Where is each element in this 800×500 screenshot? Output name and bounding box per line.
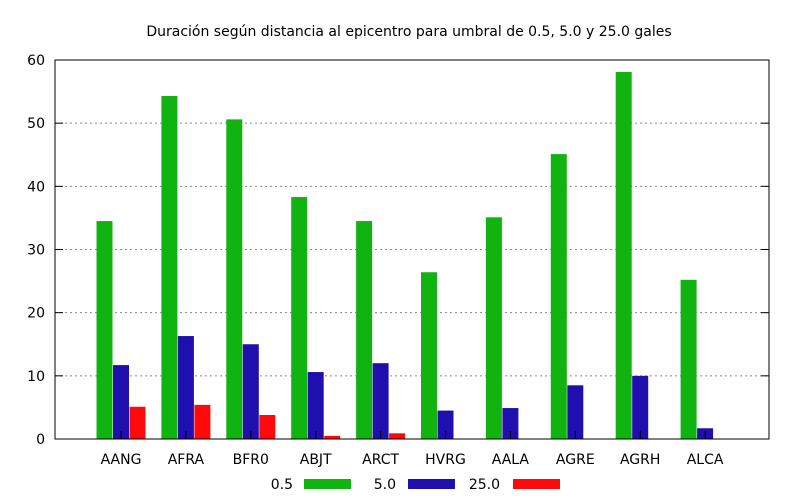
bar-bfr0-5_0 xyxy=(242,344,259,439)
x-tick-label: ABJT xyxy=(300,452,332,468)
x-tick-label: AANG xyxy=(101,452,142,468)
y-tick-label: 0 xyxy=(36,432,45,448)
y-tick-label: 40 xyxy=(27,179,45,195)
legend-label: 25.0 xyxy=(469,477,500,493)
bar-arct-25_0 xyxy=(389,433,406,439)
bar-afra-5_0 xyxy=(177,336,194,439)
bar-arct-0_5 xyxy=(356,221,373,439)
bar-aang-0_5 xyxy=(96,221,113,439)
chart-title: Duración según distancia al epicentro pa… xyxy=(146,24,671,40)
x-tick-label: AFRA xyxy=(168,452,205,468)
y-tick-label: 20 xyxy=(27,306,45,322)
bar-aala-0_5 xyxy=(485,217,502,439)
bar-bfr0-25_0 xyxy=(259,414,276,439)
bar-abjt-0_5 xyxy=(291,197,308,439)
legend-swatch xyxy=(513,479,560,489)
bar-bfr0-0_5 xyxy=(226,119,243,440)
bar-aang-25_0 xyxy=(129,406,146,439)
bar-hvrg-0_5 xyxy=(421,272,437,439)
bars xyxy=(96,72,714,440)
y-tick-label: 50 xyxy=(27,116,45,132)
bar-arct-5_0 xyxy=(372,363,389,439)
y-tick-label: 60 xyxy=(27,53,45,69)
bar-aala-5_0 xyxy=(502,408,519,439)
y-tick-label: 30 xyxy=(27,243,45,259)
bar-agrh-5_0 xyxy=(632,375,649,439)
x-tick-label: ARCT xyxy=(362,452,399,468)
legend-swatch xyxy=(408,479,455,489)
bar-agrh-0_5 xyxy=(615,72,632,440)
bar-agre-5_0 xyxy=(567,385,584,439)
legend-label: 0.5 xyxy=(271,477,293,493)
bar-alca-0_5 xyxy=(680,279,697,439)
x-tick-label: AGRH xyxy=(620,452,660,468)
y-tick-label: 10 xyxy=(27,369,45,385)
grid-lines xyxy=(55,122,769,377)
x-tick-label: AGRE xyxy=(556,452,595,468)
legend: 0.5 5.0 25.0 xyxy=(271,477,560,493)
x-tick-label: ALCA xyxy=(687,452,724,468)
legend-label: 5.0 xyxy=(374,477,396,493)
bar-abjt-25_0 xyxy=(324,435,341,439)
bar-afra-25_0 xyxy=(194,404,211,439)
bar-agre-0_5 xyxy=(550,154,567,439)
x-tick-label: HVRG xyxy=(425,452,466,468)
bar-afra-0_5 xyxy=(161,96,178,439)
x-tick-label: AALA xyxy=(492,452,530,468)
bar-hvrg-5_0 xyxy=(437,410,454,439)
legend-swatch xyxy=(304,479,351,489)
y-axis: 0 10 20 30 40 50 60 xyxy=(27,53,769,448)
bar-abjt-5_0 xyxy=(307,372,324,439)
x-axis: AANG AFRA BFR0 ABJT ARCT HVRG AALA AGRE AGRH ALCA xyxy=(101,431,724,468)
x-tick-label: BFR0 xyxy=(233,452,269,468)
bar-aang-5_0 xyxy=(113,365,129,439)
